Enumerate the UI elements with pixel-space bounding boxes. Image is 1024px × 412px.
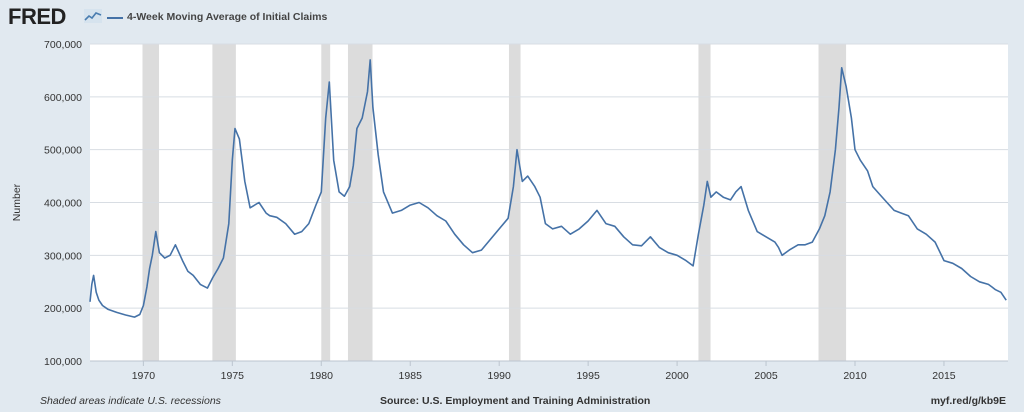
y-tick-label: 200,000 — [44, 303, 82, 315]
y-axis-title: Number — [11, 183, 23, 221]
x-tick-label: 2005 — [754, 370, 778, 382]
source-text: Source: U.S. Employment and Training Adm… — [380, 395, 651, 407]
legend-swatch — [107, 17, 123, 19]
y-tick-label: 600,000 — [44, 92, 82, 104]
x-tick-label: 1995 — [576, 370, 600, 382]
x-tick-label: 1990 — [488, 370, 512, 382]
series-line — [89, 59, 1007, 318]
x-tick-label: 2000 — [665, 370, 689, 382]
y-tick-label: 500,000 — [44, 145, 82, 157]
x-tick-label: 1970 — [132, 370, 156, 382]
fred-logo[interactable]: FRED — [8, 4, 66, 29]
y-tick-label: 400,000 — [44, 198, 82, 210]
x-tick-label: 1980 — [310, 370, 334, 382]
x-tick-label: 1985 — [399, 370, 423, 382]
legend-label: 4-Week Moving Average of Initial Claims — [127, 11, 328, 23]
x-tick-label: 2015 — [932, 370, 956, 382]
y-tick-label: 700,000 — [44, 39, 82, 51]
x-tick-label: 2010 — [843, 370, 867, 382]
line-chart-icon — [84, 9, 102, 23]
short-url-link[interactable]: myf.red/g/kb9E — [930, 395, 1006, 407]
chart-footer: Shaded areas indicate U.S. recessions So… — [0, 395, 1024, 411]
x-tick-label: 1975 — [221, 370, 245, 382]
y-tick-label: 100,000 — [44, 356, 82, 368]
recession-footnote: Shaded areas indicate U.S. recessions — [40, 395, 221, 407]
y-tick-label: 300,000 — [44, 250, 82, 262]
y-axis: 100,000 200,000 300,000 400,000 500,000 600,0… — [44, 39, 82, 368]
series-layer — [89, 59, 1007, 318]
chart-header: FRED 4-Week Moving Average of Initial Cl… — [0, 0, 1024, 34]
x-axis: 1970 1975 1980 1985 1990 1995 2000 2005 2010 2015 — [90, 360, 1008, 382]
